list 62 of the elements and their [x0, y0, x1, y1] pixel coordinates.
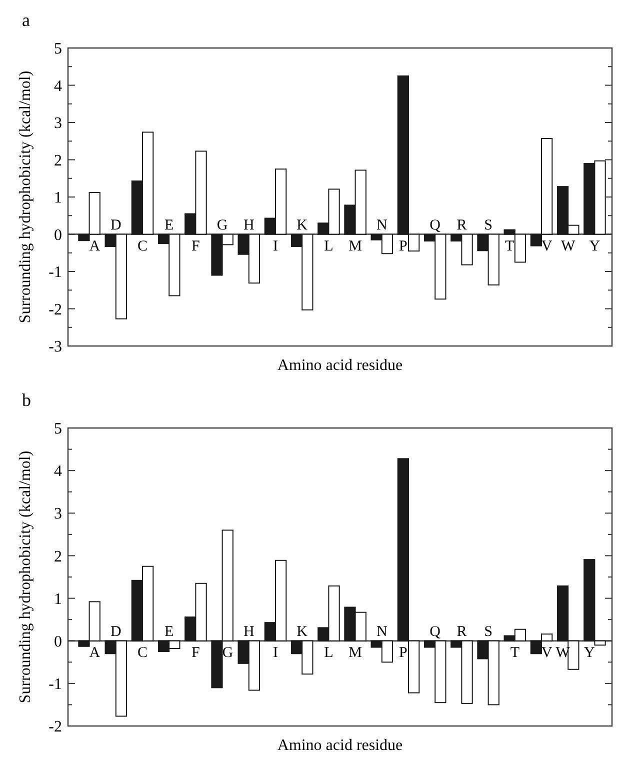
y-tick-label: 4: [54, 78, 62, 95]
chart-title: b: [22, 390, 31, 410]
y-tick-label: 3: [54, 115, 62, 132]
x-tick-label: K: [296, 624, 308, 640]
y-tick-label: 5: [54, 40, 62, 58]
x-tick-label: Y: [584, 644, 595, 661]
x-tick-label: M: [348, 238, 362, 254]
x-tick-label: S: [484, 624, 492, 640]
y-axis-title: Surrounding hydrophobicity (kcal/mol): [17, 450, 34, 704]
y-tick-label: 1: [54, 590, 62, 608]
x-tick-label: P: [399, 238, 408, 254]
x-tick-label: Y: [589, 238, 600, 254]
x-tick-label: C: [137, 644, 148, 661]
x-tick-label: R: [456, 217, 467, 234]
x-tick-label: Q: [430, 217, 441, 234]
x-tick-label: A: [89, 238, 100, 254]
x-tick-label: V: [541, 238, 552, 254]
y-tick-label: 2: [54, 152, 62, 170]
x-tick-label: S: [484, 217, 492, 234]
x-tick-label: Q: [430, 624, 441, 640]
x-tick-label: T: [504, 238, 514, 254]
x-tick-label: W: [561, 238, 576, 254]
y-tick-label: -3: [48, 338, 62, 356]
x-tick-label: G: [216, 217, 228, 234]
y-tick-label: -1: [48, 676, 62, 694]
x-tick-label: I: [273, 238, 278, 254]
x-tick-label: L: [324, 238, 334, 254]
x-tick-label: F: [192, 644, 200, 661]
y-tick-label: 3: [54, 506, 62, 523]
y-tick-label: 4: [54, 463, 62, 480]
x-tick-label: P: [399, 644, 408, 661]
x-tick-label: D: [110, 624, 122, 640]
y-tick-label: -1: [48, 264, 62, 282]
x-tick-label: C: [137, 238, 148, 254]
x-tick-label: L: [324, 644, 334, 661]
y-axis-title: Surrounding hydrophobicity (kcal/mol): [17, 70, 34, 324]
x-tick-label: E: [164, 624, 174, 640]
x-axis-title: Amino acid residue: [277, 737, 403, 754]
x-axis-title: Amino acid residue: [277, 357, 403, 374]
x-tick-label: M: [348, 644, 362, 661]
x-tick-label: D: [110, 217, 122, 234]
y-tick-label: -2: [48, 301, 62, 318]
x-tick-label: N: [376, 217, 388, 234]
x-tick-label: G: [222, 644, 234, 661]
x-tick-label: R: [456, 624, 467, 640]
x-tick-label: T: [510, 644, 520, 661]
y-tick-label: -2: [48, 718, 62, 736]
y-tick-label: 0: [54, 226, 62, 244]
x-tick-label: E: [164, 217, 174, 234]
x-tick-label: I: [273, 644, 278, 661]
x-tick-label: H: [243, 217, 254, 234]
x-tick-label: N: [376, 624, 388, 640]
y-tick-label: 2: [54, 548, 62, 566]
x-tick-label: K: [296, 217, 308, 234]
y-tick-label: 0: [54, 633, 62, 650]
chart-title: a: [22, 10, 30, 30]
y-tick-label: 1: [54, 190, 62, 207]
x-tick-label: A: [89, 644, 100, 661]
x-tick-label: H: [243, 624, 254, 640]
y-tick-label: 5: [54, 420, 62, 438]
x-tick-label: V: [541, 644, 552, 661]
x-tick-label: F: [192, 238, 200, 254]
